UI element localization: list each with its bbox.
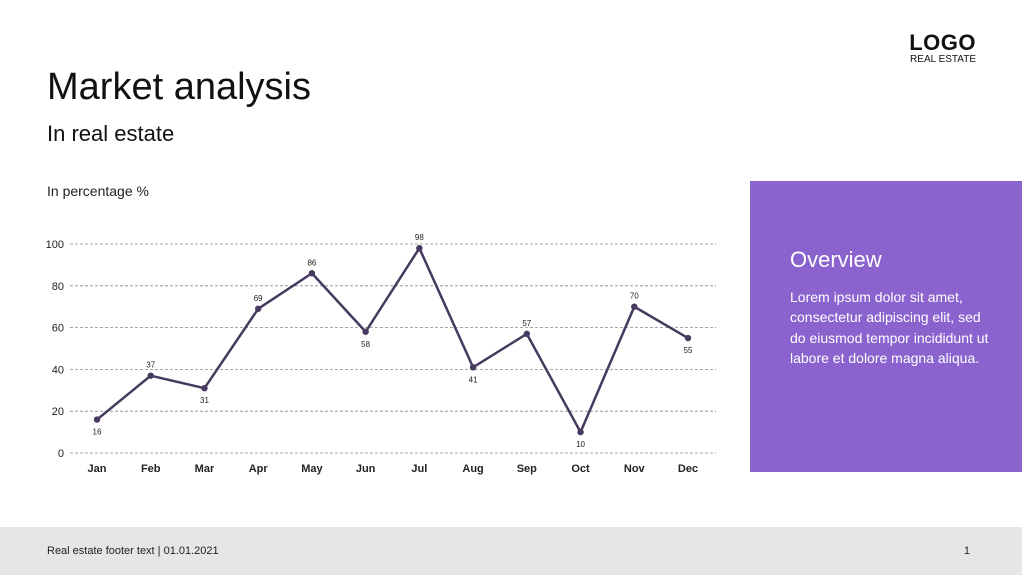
x-tick-label: Jul — [411, 463, 427, 475]
y-tick-label: 100 — [46, 239, 64, 251]
data-point — [469, 364, 477, 371]
page-title: Market analysis — [47, 66, 311, 108]
data-label: 16 — [93, 428, 102, 437]
data-point — [523, 330, 531, 338]
data-label: 58 — [361, 340, 370, 349]
data-label: 69 — [254, 294, 263, 303]
y-tick-label: 0 — [58, 448, 64, 460]
data-label: 10 — [576, 440, 585, 449]
data-point — [147, 372, 154, 379]
x-tick-label: Jan — [88, 463, 107, 475]
series-line — [96, 246, 689, 434]
data-label: 31 — [200, 396, 209, 405]
data-label: 37 — [146, 361, 155, 370]
x-tick-label: Dec — [678, 463, 698, 475]
data-point — [684, 334, 692, 342]
data-point — [201, 385, 208, 392]
y-tick-label: 80 — [52, 281, 64, 293]
logo-sub: REAL ESTATE — [910, 54, 976, 65]
data-label: 41 — [469, 375, 478, 384]
x-tick-label: Mar — [195, 463, 215, 475]
page-subtitle: In real estate — [47, 121, 175, 146]
overview-body: Lorem ipsum dolor sit amet, consectetur … — [790, 289, 989, 366]
footer: Real estate footer text | 01.01.2021 1 — [0, 527, 1022, 575]
x-tick-label: Nov — [624, 463, 646, 475]
y-tick-label: 60 — [52, 323, 64, 335]
data-point — [577, 428, 584, 436]
data-point — [416, 244, 423, 252]
page-number: 1 — [963, 545, 970, 557]
x-tick-label: Oct — [571, 463, 590, 475]
data-label: 57 — [522, 319, 531, 328]
x-tick-label: Sep — [517, 463, 537, 475]
y-tick-label: 20 — [52, 406, 64, 418]
line-chart: 0 20 40 60 80 100 Jan Feb Mar Apr May Jun Jul Aug Sep O… — [46, 233, 716, 475]
chart-title: In percentage % — [47, 183, 149, 199]
x-tick-label: Feb — [141, 463, 161, 475]
x-tick-label: May — [301, 463, 323, 475]
data-point — [631, 303, 638, 310]
x-tick-label: Jun — [356, 463, 376, 475]
x-tick-label: Apr — [249, 463, 269, 475]
data-label: 55 — [684, 346, 693, 355]
data-point — [254, 305, 262, 312]
footer-text: Real estate footer text | 01.01.2021 — [47, 545, 219, 557]
data-label: 70 — [630, 292, 639, 301]
overview-heading: Overview — [790, 247, 882, 272]
logo: LOGO REAL ESTATE — [909, 32, 976, 66]
data-label: 86 — [307, 258, 316, 267]
overview-panel: Overview Lorem ipsum dolor sit amet, con… — [750, 181, 1022, 472]
data-point — [308, 270, 316, 277]
y-tick-label: 40 — [52, 364, 64, 376]
data-point — [93, 416, 101, 423]
x-tick-label: Aug — [462, 463, 483, 475]
logo-main: LOGO — [909, 30, 976, 55]
data-label: 98 — [415, 233, 424, 242]
data-point — [362, 328, 369, 335]
